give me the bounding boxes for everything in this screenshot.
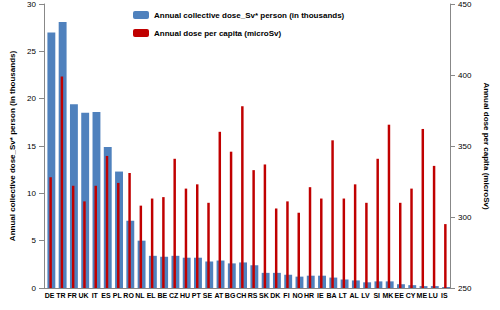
svg-text:BE: BE [158, 292, 168, 299]
svg-text:EL: EL [147, 292, 157, 299]
svg-text:IS: IS [441, 292, 448, 299]
svg-text:250: 250 [458, 284, 472, 293]
svg-text:450: 450 [458, 0, 472, 9]
svg-text:25: 25 [27, 47, 36, 56]
svg-text:RO: RO [123, 292, 134, 299]
svg-text:HU: HU [180, 292, 190, 299]
svg-text:Annual dose per capita (microS: Annual dose per capita (microSv) [154, 29, 281, 38]
svg-text:300: 300 [458, 213, 472, 222]
svg-text:RS: RS [248, 292, 258, 299]
svg-text:AL: AL [349, 292, 359, 299]
svg-text:30: 30 [27, 0, 36, 9]
svg-text:Annual dose per capita (microS: Annual dose per capita (microSv) [482, 82, 491, 209]
svg-text:LU: LU [428, 292, 437, 299]
svg-text:UK: UK [78, 292, 88, 299]
svg-text:SI: SI [373, 292, 380, 299]
svg-text:0: 0 [32, 284, 37, 293]
svg-text:5: 5 [32, 236, 37, 245]
svg-text:PT: PT [192, 292, 202, 299]
svg-text:Annual collective dose_Sv* per: Annual collective dose_Sv* person (in th… [154, 11, 345, 20]
svg-text:FR: FR [68, 292, 77, 299]
svg-text:Annual collective dose_Sv* per: Annual collective dose_Sv* person (in th… [8, 51, 17, 242]
svg-text:400: 400 [458, 71, 472, 80]
svg-text:IE: IE [317, 292, 324, 299]
svg-text:AT: AT [214, 292, 224, 299]
svg-text:SE: SE [203, 292, 213, 299]
svg-text:LT: LT [339, 292, 348, 299]
svg-text:TR: TR [56, 292, 65, 299]
svg-text:LV: LV [361, 292, 370, 299]
svg-text:DE: DE [45, 292, 55, 299]
svg-text:DK: DK [270, 292, 280, 299]
svg-text:PL: PL [113, 292, 123, 299]
svg-text:20: 20 [27, 94, 36, 103]
svg-text:15: 15 [27, 142, 36, 151]
svg-text:BG: BG [225, 292, 236, 299]
svg-text:CY: CY [406, 292, 416, 299]
svg-text:IT: IT [92, 292, 99, 299]
svg-text:NL: NL [135, 292, 145, 299]
svg-text:350: 350 [458, 142, 472, 151]
svg-text:SK: SK [259, 292, 269, 299]
svg-text:BA: BA [327, 292, 337, 299]
svg-text:CZ: CZ [169, 292, 179, 299]
svg-text:EE: EE [395, 292, 405, 299]
svg-text:CH: CH [236, 292, 246, 299]
svg-text:10: 10 [27, 189, 36, 198]
svg-text:ME: ME [417, 292, 428, 299]
svg-text:NO: NO [293, 292, 304, 299]
svg-text:FI: FI [283, 292, 289, 299]
svg-text:MK: MK [383, 292, 394, 299]
svg-text:ES: ES [101, 292, 111, 299]
svg-text:HR: HR [304, 292, 314, 299]
